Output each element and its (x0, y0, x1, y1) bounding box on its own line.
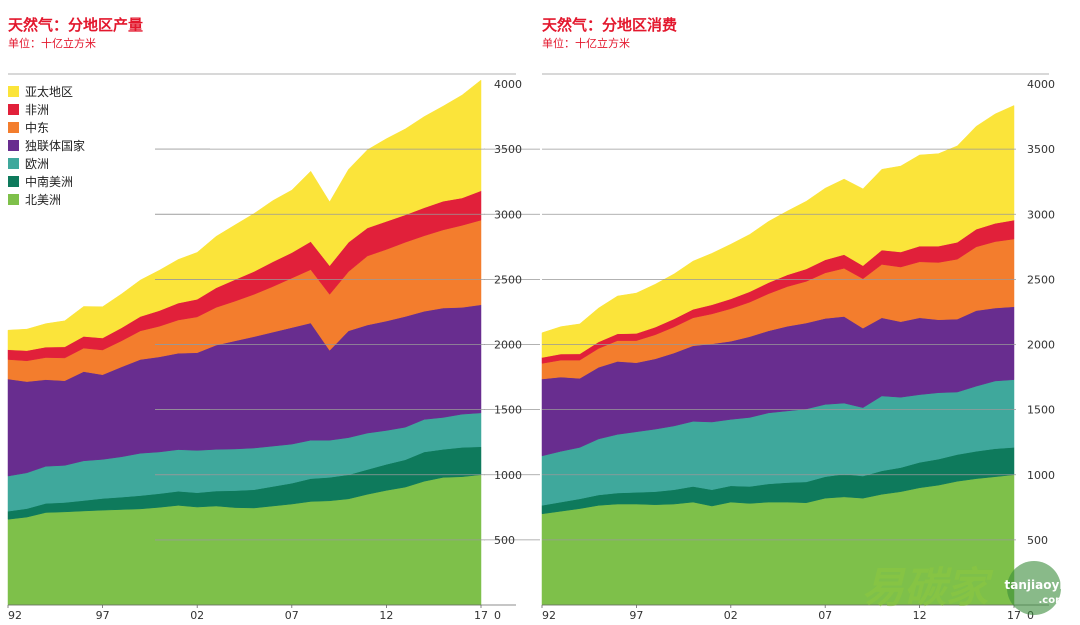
legend-swatch (8, 121, 19, 133)
y-tick-label: 4000 (494, 78, 522, 91)
watermark-domain: tanjiaoyi (1005, 578, 1064, 592)
legend-item: 非洲 (8, 100, 85, 118)
legend-swatch (8, 85, 19, 97)
y-tick-label: 2000 (494, 339, 522, 352)
consumption-chart: 0 500 1000 1500 2000 2500 3000 3500 4000 92 97 02 07… (541, 73, 1055, 622)
production-subtitle: 单位：十亿立方米 (8, 37, 96, 50)
x-tick-label: 97 (96, 609, 110, 622)
production-chart: 0 500 1000 1500 2000 2500 3000 3500 4000 92 97 02 07… (7, 73, 540, 622)
y-tick-label: 2500 (1027, 273, 1055, 286)
legend-item: 亚太地区 (8, 82, 85, 100)
watermark-suffix: .com (1038, 595, 1065, 606)
x-tick-label: 17 (1007, 609, 1021, 622)
x-tick-label: 97 (629, 609, 643, 622)
legend-label: 中东 (25, 120, 50, 135)
x-tick-label: 07 (818, 609, 832, 622)
legend-item: 欧洲 (8, 154, 85, 172)
y-tick-label: 1500 (494, 404, 522, 417)
watermark-logo: 易碳家 tanjiaoyi .com (862, 561, 1066, 615)
legend-swatch (8, 139, 19, 151)
y-tick-label: 4000 (1027, 78, 1055, 91)
y-tick-label: 1000 (494, 469, 522, 482)
legend-label: 北美洲 (25, 192, 62, 207)
legend-label: 亚太地区 (25, 84, 74, 99)
legend-item: 北美洲 (8, 190, 85, 208)
area-6 (7, 79, 482, 351)
y-tick-label: 1000 (1027, 469, 1055, 482)
y-tick-label: 3500 (1027, 143, 1055, 156)
y-tick-label: 2000 (1027, 339, 1055, 352)
legend-item: 中南美洲 (8, 172, 85, 190)
x-tick-label: 92 (542, 609, 556, 622)
legend-swatch (8, 175, 19, 187)
y-tick-label: 3500 (494, 143, 522, 156)
production-panel: 天然气：分地区产量 单位：十亿立方米 亚太地区非洲中东独联体国家欧洲中南美洲北美… (8, 0, 538, 625)
y-tick-label: 0 (1027, 609, 1034, 622)
y-tick-label: 500 (494, 534, 515, 547)
legend: 亚太地区非洲中东独联体国家欧洲中南美洲北美洲 (8, 82, 85, 208)
consumption-subtitle: 单位：十亿立方米 (542, 37, 630, 50)
y-tick-label: 500 (1027, 534, 1048, 547)
legend-swatch (8, 193, 19, 205)
x-tick-label: 92 (8, 609, 22, 622)
legend-item: 中东 (8, 118, 85, 136)
x-tick-label: 12 (379, 609, 393, 622)
y-tick-label: 3000 (494, 208, 522, 221)
legend-swatch (8, 103, 19, 115)
legend-label: 独联体国家 (25, 138, 86, 153)
legend-label: 欧洲 (25, 156, 50, 171)
consumption-panel: 天然气：分地区消费 单位：十亿立方米 (542, 0, 1072, 625)
legend-swatch (8, 157, 19, 169)
y-tick-label: 1500 (1027, 404, 1055, 417)
y-tick-label: 0 (494, 609, 501, 622)
x-tick-label: 02 (724, 609, 738, 622)
legend-item: 独联体国家 (8, 136, 85, 154)
legend-label: 中南美洲 (25, 174, 74, 189)
x-tick-label: 12 (913, 609, 927, 622)
consumption-title: 天然气：分地区消费 (542, 16, 678, 34)
y-tick-label: 3000 (1027, 208, 1055, 221)
production-title: 天然气：分地区产量 (8, 16, 144, 34)
legend-label: 非洲 (25, 102, 50, 117)
watermark-brand: 易碳家 (862, 563, 994, 612)
y-tick-label: 2500 (494, 273, 522, 286)
x-tick-label: 17 (474, 609, 488, 622)
x-tick-label: 07 (285, 609, 299, 622)
x-tick-label: 02 (190, 609, 204, 622)
area-6 (541, 105, 1015, 358)
watermark-badge: tanjiaoyi .com (1005, 561, 1066, 615)
